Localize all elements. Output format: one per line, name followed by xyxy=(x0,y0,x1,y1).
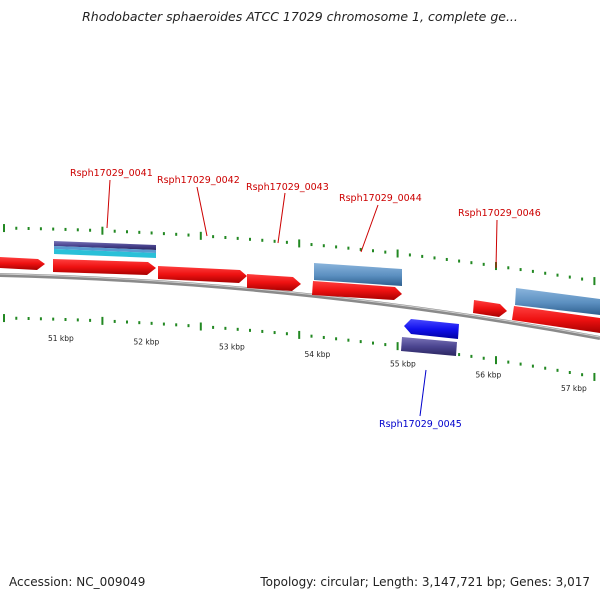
ruler-label: 53 kbp xyxy=(219,343,245,352)
gene-arrow-0044[interactable] xyxy=(312,281,402,300)
leader-0042 xyxy=(196,186,208,237)
gene-arrow-0042[interactable] xyxy=(158,266,247,283)
genome-summary-text: Topology: circular; Length: 3,147,721 bp… xyxy=(260,575,590,589)
misc-feature-0045[interactable] xyxy=(401,337,457,356)
leader-0044 xyxy=(360,204,379,253)
gene-arrow-0043[interactable] xyxy=(247,274,301,291)
ruler-label: 54 kbp xyxy=(304,350,330,359)
gene-arrow-0041[interactable] xyxy=(53,259,156,275)
ruler-label: 57 kbp xyxy=(561,384,587,393)
gene-label-0041[interactable]: Rsph17029_0041 xyxy=(70,168,153,179)
ruler-label: 56 kbp xyxy=(475,371,501,380)
gene-labels: Rsph17029_0041 Rsph17029_0042 Rsph17029_… xyxy=(70,168,541,430)
outer-tick-track xyxy=(3,224,596,286)
genome-backbone-highlight xyxy=(0,273,600,338)
cds-feature-0044[interactable] xyxy=(314,263,402,286)
leader-0045 xyxy=(419,369,427,417)
map-title: Rhodobacter sphaeroides ATCC 17029 chrom… xyxy=(82,9,518,24)
feature-track-forward xyxy=(54,241,600,315)
cds-feature-0046[interactable] xyxy=(515,288,600,315)
gene-arrow-0046b[interactable] xyxy=(512,306,600,333)
ruler-label: 52 kbp xyxy=(133,337,159,346)
gene-track-reverse xyxy=(401,319,459,356)
leader-0041 xyxy=(106,179,111,229)
misc-feature-0041-c[interactable] xyxy=(54,249,156,258)
gene-arrow-0040[interactable] xyxy=(0,257,45,270)
gene-label-0042[interactable]: Rsph17029_0042 xyxy=(157,175,240,186)
misc-feature-0041-a[interactable] xyxy=(54,241,156,250)
leader-0043 xyxy=(277,192,286,244)
gene-label-0045[interactable]: Rsph17029_0045 xyxy=(379,419,462,430)
leader-0046 xyxy=(495,219,498,269)
misc-feature-0041-b[interactable] xyxy=(54,246,156,253)
accession-text: Accession: NC_009049 xyxy=(9,575,146,589)
gene-label-0046[interactable]: Rsph17029_0046 xyxy=(458,208,541,219)
inner-tick-track xyxy=(3,314,596,381)
gene-arrow-0045[interactable] xyxy=(404,319,459,339)
gene-label-0044[interactable]: Rsph17029_0044 xyxy=(339,193,422,204)
genome-backbone xyxy=(0,273,600,340)
gene-arrow-0046a[interactable] xyxy=(473,300,507,317)
ruler-label: 51 kbp xyxy=(48,334,74,343)
gene-track-forward xyxy=(0,257,600,333)
label-leaders xyxy=(106,179,498,417)
ruler-label: 55 kbp xyxy=(390,359,416,368)
ruler-labels: 51 kbp 52 kbp 53 kbp 54 kbp 55 kbp 56 kbp 57 k… xyxy=(48,334,587,393)
gene-label-0043[interactable]: Rsph17029_0043 xyxy=(246,182,329,193)
